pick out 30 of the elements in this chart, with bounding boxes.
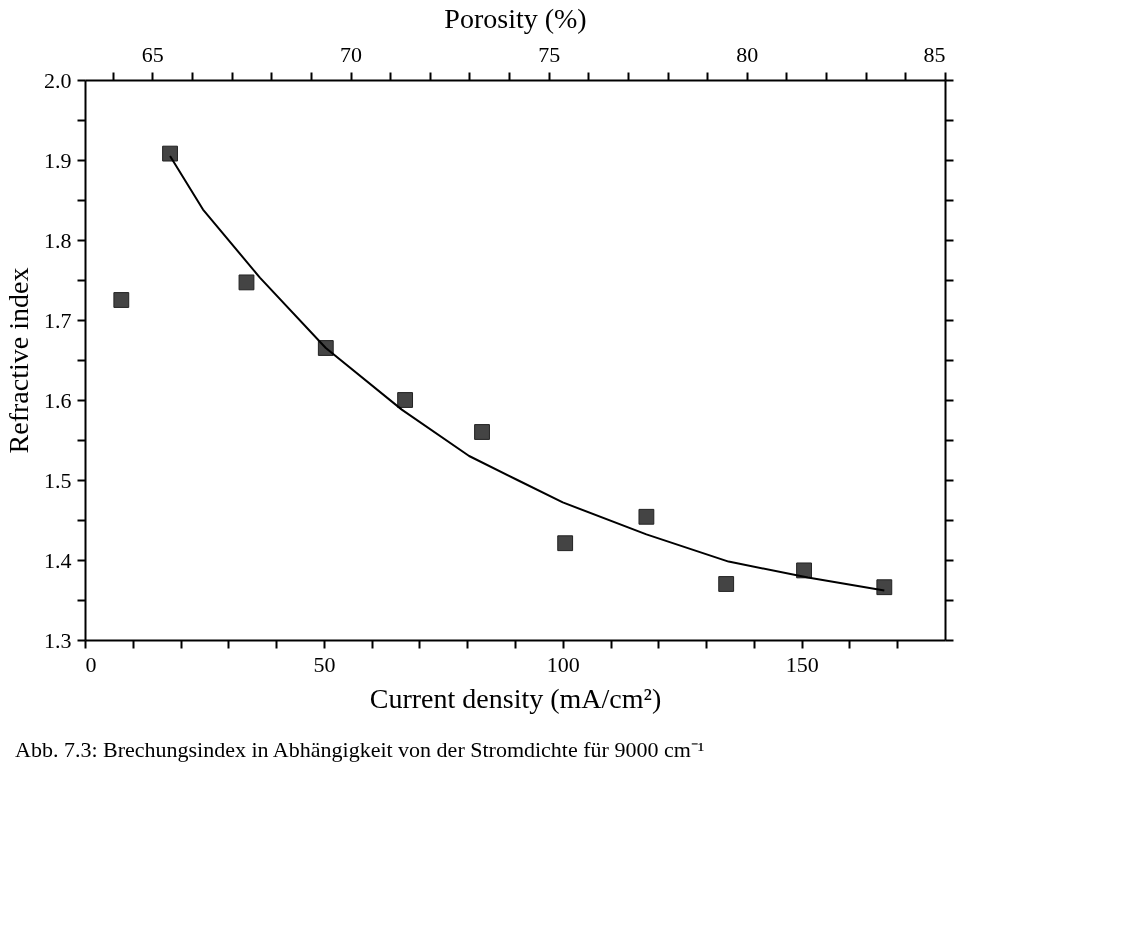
y-tick-label: 1.8 — [44, 227, 72, 253]
point — [238, 274, 255, 291]
x-tick-label: 150 — [785, 651, 819, 677]
y-tick-label: 1.4 — [44, 547, 72, 573]
x-tick-label: 50 — [313, 651, 336, 677]
y-tick-label: 1.6 — [44, 387, 72, 413]
y-tick-label: 2.0 — [44, 67, 72, 93]
x-axis-title: Current density (mA/cm²) — [369, 682, 662, 714]
x-tick-label: 100 — [546, 651, 580, 677]
point — [557, 535, 574, 552]
point — [474, 424, 490, 440]
point — [876, 579, 893, 596]
x-tick-label: 0 — [85, 651, 97, 677]
x2-tick-label: 80 — [736, 41, 759, 67]
x2-axis-title: Porosity (%) — [444, 2, 587, 34]
x2-tick-label: 70 — [340, 41, 363, 67]
y-tick-label: 1.3 — [44, 627, 72, 653]
point — [718, 576, 735, 592]
x2-tick-label: 85 — [923, 41, 946, 67]
x2-tick-label: 65 — [141, 41, 164, 67]
y-axis-title: Refractive index — [3, 267, 34, 454]
point — [397, 392, 414, 408]
y-tick-label: 1.5 — [44, 467, 72, 493]
caption: Abb. 7.3: Brechungsindex in Abhängigkeit von der Stromdichte für 9000 cm⁻¹ — [15, 737, 705, 762]
point — [113, 292, 130, 308]
y-tick-label: 1.7 — [44, 307, 72, 333]
x2-tick-label: 75 — [538, 41, 561, 67]
y-tick-label: 1.9 — [44, 147, 72, 173]
point — [638, 508, 655, 525]
point — [162, 145, 178, 162]
